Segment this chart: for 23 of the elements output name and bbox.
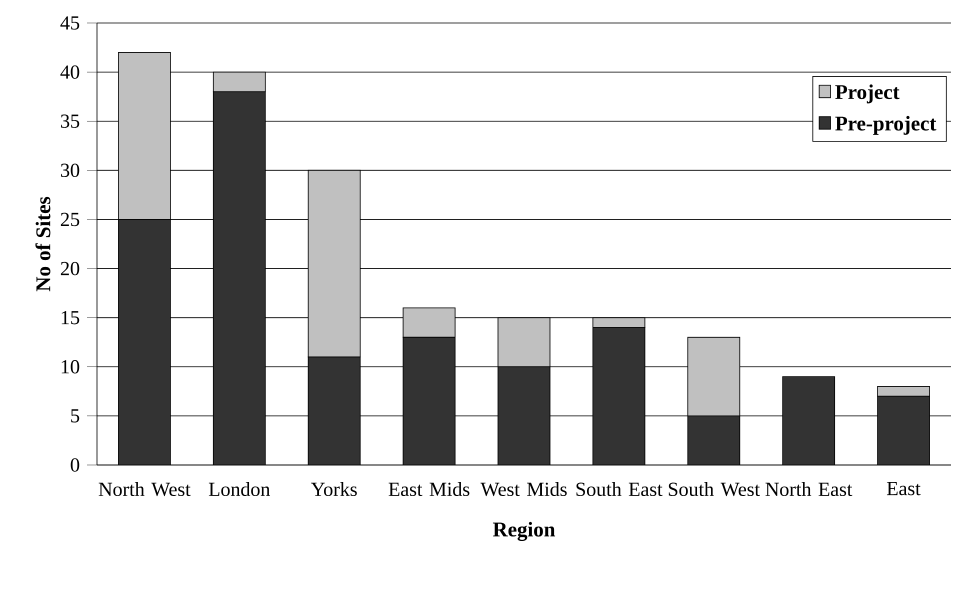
x-tick-label: London [208, 482, 270, 496]
x-tick-label: East Mids [388, 482, 470, 496]
y-tick-label: 30 [61, 164, 80, 178]
x-tick-label: North East [766, 482, 852, 496]
x-tick-label: South East [576, 482, 663, 496]
y-tick-label: 45 [60, 16, 80, 30]
y-tick-label: 40 [60, 65, 80, 79]
y-tick-label: 0 [70, 458, 80, 472]
x-tick-label: Yorks [311, 482, 357, 496]
x-tick-label: North West [98, 482, 191, 496]
legend-label: Project [835, 84, 900, 104]
x-tick-label: West Mids [480, 482, 567, 496]
y-tick-label: 5 [71, 409, 80, 422]
y-tick-label: 10 [62, 360, 80, 374]
y-tick-label: 15 [62, 310, 80, 324]
y-axis-title: No of Sites [35, 196, 50, 292]
y-tick-label: 20 [60, 262, 80, 276]
x-axis-title: Region [492, 522, 556, 541]
x-tick-label: East [886, 482, 921, 496]
y-tick-label: 35 [61, 114, 80, 128]
y-tick-label: 25 [60, 212, 80, 226]
legend-label: Pre-project [835, 116, 936, 135]
x-tick-label: South West [668, 482, 760, 496]
